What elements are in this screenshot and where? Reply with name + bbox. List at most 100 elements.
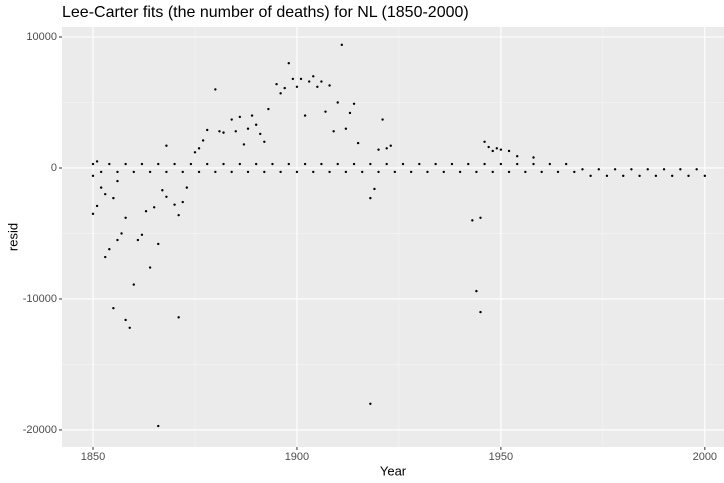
point: [230, 170, 233, 174]
point: [91, 162, 95, 166]
point: [369, 162, 372, 166]
point: [385, 162, 388, 166]
point: [352, 162, 356, 166]
point: [361, 170, 364, 174]
point: [646, 168, 649, 171]
point: [140, 162, 144, 166]
point: [434, 162, 437, 166]
point: [597, 168, 600, 171]
panel: [62, 27, 724, 447]
point: [267, 107, 270, 111]
point: [613, 168, 617, 171]
point: [91, 212, 95, 216]
point: [540, 170, 543, 174]
point: [303, 162, 307, 166]
point: [181, 170, 184, 174]
point: [152, 206, 156, 209]
point: [116, 238, 119, 242]
point: [165, 195, 168, 199]
point: [409, 170, 413, 174]
point: [136, 238, 140, 242]
point: [91, 174, 95, 178]
point: [112, 306, 115, 310]
point: [116, 179, 119, 183]
point: [499, 148, 503, 151]
point: [320, 162, 323, 166]
point: [299, 77, 303, 81]
point: [377, 170, 380, 174]
point: [108, 248, 111, 251]
point: [442, 170, 445, 174]
point: [328, 84, 331, 87]
point: [336, 162, 339, 166]
point: [483, 140, 486, 143]
point: [254, 123, 258, 126]
point: [185, 186, 189, 189]
point: [161, 189, 164, 192]
point: [344, 127, 348, 130]
point: [116, 170, 119, 174]
point: [177, 213, 180, 217]
point: [238, 162, 242, 166]
point: [524, 170, 527, 174]
point: [95, 204, 99, 208]
point: [564, 162, 568, 166]
point: [132, 170, 135, 174]
point: [491, 170, 494, 174]
point: [532, 156, 535, 159]
point: [662, 168, 666, 171]
point: [340, 43, 344, 47]
y-axis-label: resid: [5, 223, 20, 251]
y-tick-label: 10000: [26, 31, 57, 43]
point: [295, 85, 299, 88]
point: [605, 174, 609, 178]
point: [140, 233, 144, 236]
point: [104, 192, 107, 196]
point: [157, 242, 160, 246]
point: [295, 170, 299, 174]
point: [369, 402, 372, 405]
point: [507, 149, 511, 153]
point: [312, 75, 315, 78]
point: [479, 310, 482, 314]
point: [307, 80, 311, 83]
point: [687, 174, 690, 178]
point: [393, 170, 397, 174]
point: [516, 154, 519, 158]
point: [246, 170, 250, 174]
point: [214, 170, 217, 174]
chart-title: Lee-Carter fits (the number of deaths) f…: [62, 4, 469, 21]
point: [124, 318, 127, 322]
point: [426, 170, 429, 174]
point: [206, 128, 209, 132]
y-tick-label: 0: [51, 162, 57, 174]
point: [495, 147, 499, 150]
point: [352, 102, 356, 106]
point: [120, 232, 123, 235]
point: [389, 144, 392, 147]
point: [279, 170, 282, 174]
point: [108, 162, 111, 166]
point: [373, 187, 376, 191]
x-tick-label: 1850: [81, 451, 105, 463]
point: [189, 162, 193, 166]
point: [148, 170, 152, 174]
point: [206, 162, 209, 166]
point: [467, 162, 470, 166]
point: [328, 170, 331, 174]
point: [283, 86, 286, 90]
point: [695, 168, 698, 171]
point: [654, 174, 658, 178]
point: [99, 170, 103, 174]
y-tick-label: -10000: [23, 293, 57, 305]
point: [275, 82, 278, 86]
point: [157, 424, 160, 428]
point: [418, 162, 421, 166]
point: [507, 170, 511, 174]
point: [279, 92, 282, 95]
point: [516, 162, 519, 166]
point: [214, 88, 217, 91]
point: [230, 118, 233, 121]
point: [246, 127, 250, 130]
